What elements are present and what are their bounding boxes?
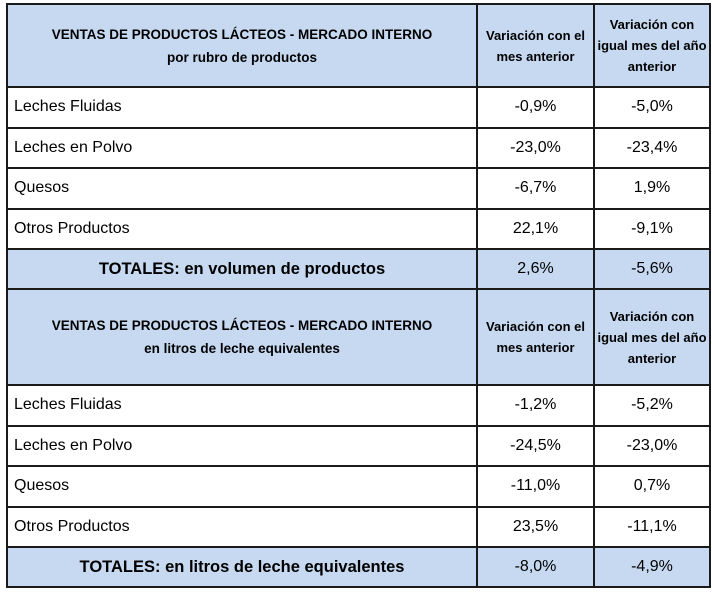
section-title-sub: por rubro de productos	[167, 49, 317, 65]
totals-row: TOTALES: en volumen de productos 2,6% -5…	[6, 248, 711, 290]
value-prev-year: 0,7%	[593, 465, 711, 508]
table-row: Quesos -6,7% 1,9%	[6, 167, 711, 210]
section-title: VENTAS DE PRODUCTOS LÁCTEOS - MERCADO IN…	[6, 3, 478, 88]
section-title-main: VENTAS DE PRODUCTOS LÁCTEOS - MERCADO IN…	[51, 26, 433, 42]
row-label: Leches en Polvo	[6, 126, 478, 169]
row-label: Quesos	[6, 167, 478, 210]
total-prev-year: -5,6%	[593, 248, 711, 290]
table-row: Otros Productos 22,1% -9,1%	[6, 207, 711, 250]
value-prev-month: -24,5%	[476, 424, 595, 467]
value-prev-year: -9,1%	[593, 207, 711, 250]
row-label: Leches Fluidas	[6, 86, 478, 129]
section-title-sub: en litros de leche equivalentes	[144, 341, 340, 356]
total-prev-year: -4,9%	[593, 546, 711, 588]
totals-label: TOTALES: en litros de leche equivalentes	[6, 546, 478, 588]
column-header-prev-month: Variación con el mes anterior	[476, 288, 595, 386]
table-row: Leches Fluidas -1,2% -5,2%	[6, 384, 711, 427]
value-prev-month: -6,7%	[476, 167, 595, 210]
value-prev-year: -23,0%	[593, 424, 711, 467]
value-prev-month: -1,2%	[476, 384, 595, 427]
value-prev-month: 22,1%	[476, 207, 595, 250]
value-prev-month: 23,5%	[476, 505, 595, 548]
section-header-milk-equivalent: VENTAS DE PRODUCTOS LÁCTEOS - MERCADO IN…	[6, 288, 711, 386]
column-header-prev-year: Variación con igual mes del año anterior	[593, 288, 711, 386]
value-prev-month: -11,0%	[476, 465, 595, 508]
table-row: Leches en Polvo -24,5% -23,0%	[6, 424, 711, 467]
row-label: Otros Productos	[6, 505, 478, 548]
section-header-products: VENTAS DE PRODUCTOS LÁCTEOS - MERCADO IN…	[6, 3, 711, 88]
value-prev-month: -23,0%	[476, 126, 595, 169]
section-title-main: VENTAS DE PRODUCTOS LÁCTEOS - MERCADO IN…	[51, 318, 433, 333]
value-prev-year: -23,4%	[593, 126, 711, 169]
value-prev-year: 1,9%	[593, 167, 711, 210]
column-header-prev-month: Variación con el mes anterior	[476, 3, 595, 88]
table-row: Leches Fluidas -0,9% -5,0%	[6, 86, 711, 129]
row-label: Leches Fluidas	[6, 384, 478, 427]
table-row: Leches en Polvo -23,0% -23,4%	[6, 126, 711, 169]
totals-row: TOTALES: en litros de leche equivalentes…	[6, 546, 711, 588]
row-label: Otros Productos	[6, 207, 478, 250]
value-prev-year: -5,0%	[593, 86, 711, 129]
table-row: Quesos -11,0% 0,7%	[6, 465, 711, 508]
total-prev-month: -8,0%	[476, 546, 595, 588]
table-row: Otros Productos 23,5% -11,1%	[6, 505, 711, 548]
column-header-prev-year: Variación con igual mes del año anterior	[593, 3, 711, 88]
dairy-sales-table: VENTAS DE PRODUCTOS LÁCTEOS - MERCADO IN…	[6, 3, 711, 588]
value-prev-month: -0,9%	[476, 86, 595, 129]
section-title: VENTAS DE PRODUCTOS LÁCTEOS - MERCADO IN…	[6, 288, 478, 386]
row-label: Quesos	[6, 465, 478, 508]
value-prev-year: -11,1%	[593, 505, 711, 548]
value-prev-year: -5,2%	[593, 384, 711, 427]
totals-label: TOTALES: en volumen de productos	[6, 248, 478, 290]
total-prev-month: 2,6%	[476, 248, 595, 290]
row-label: Leches en Polvo	[6, 424, 478, 467]
